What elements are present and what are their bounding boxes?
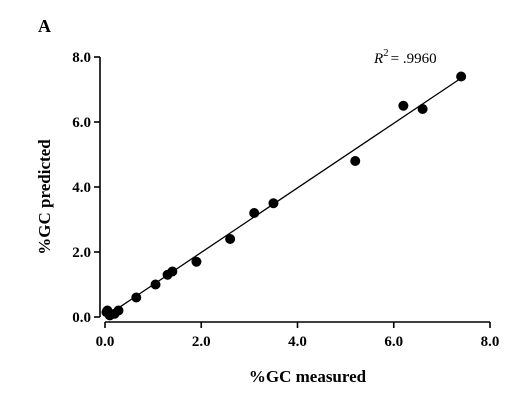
data-point — [456, 71, 467, 82]
data-point — [131, 292, 142, 303]
y-axis-title: %GC predicted — [35, 139, 54, 255]
r-squared-symbol: R — [373, 51, 383, 67]
r-squared-superscript: 2 — [383, 47, 389, 59]
y-tick-label: 4.0 — [72, 180, 91, 196]
data-point — [225, 234, 236, 244]
data-point — [268, 198, 279, 209]
x-tick-label: 0.0 — [96, 334, 115, 350]
x-tick-label: 6.0 — [384, 334, 403, 350]
y-tick-label: 8.0 — [72, 50, 91, 66]
r-squared-annotation: R2 = .9960 — [373, 47, 437, 67]
x-tick-label: 2.0 — [192, 334, 211, 350]
data-point — [167, 266, 178, 277]
data-point — [150, 279, 161, 290]
r-squared-value: = .9960 — [391, 51, 437, 67]
axes: 0.0 2.0 4.0 6.0 8.0 0.0 2.0 4.0 6.0 8.0 — [72, 50, 499, 350]
data-point — [398, 100, 409, 111]
panel-label: A — [38, 16, 51, 36]
data-point — [350, 156, 361, 166]
data-point — [417, 104, 428, 114]
y-tick-label: 2.0 — [72, 245, 91, 261]
data-point — [113, 305, 124, 316]
y-tick-label: 0.0 — [72, 310, 91, 326]
data-point — [191, 256, 202, 267]
data-point — [249, 208, 260, 218]
y-tick-label: 6.0 — [72, 115, 91, 131]
x-tick-label: 8.0 — [481, 334, 500, 350]
x-axis-title: %GC measured — [249, 367, 367, 386]
data-points — [101, 71, 467, 321]
x-tick-label: 4.0 — [288, 334, 307, 350]
